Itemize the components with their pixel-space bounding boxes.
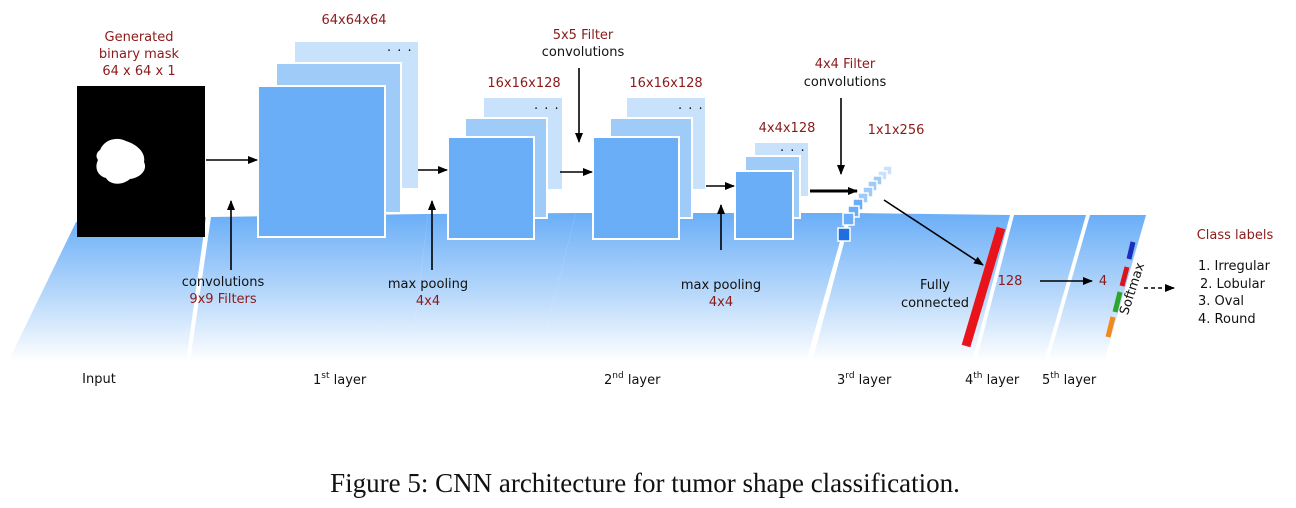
figure-caption: Figure 5: CNN architecture for tumor sha… <box>330 468 960 498</box>
dots-l1: . . . <box>387 40 413 55</box>
floor-layer4 <box>976 215 1086 362</box>
layer-name-3: 3rd layer <box>837 371 892 388</box>
layer-name-4: 4th layer <box>965 371 1020 388</box>
class-label-4: 4. Round <box>1198 312 1256 327</box>
class-labels-title: Class labels <box>1197 228 1274 243</box>
l2-conv-label: convolutions <box>542 45 625 60</box>
pool2-size: 4x4 <box>709 295 733 310</box>
floor-input <box>8 217 206 362</box>
layer-name-1: 1st layer <box>313 371 367 388</box>
softmax-segment-3 <box>1112 291 1123 313</box>
pool2-label: max pooling <box>681 278 761 293</box>
layer-name-2: 2nd layer <box>604 371 661 388</box>
floor-layer5 <box>1048 215 1146 362</box>
fc-label-line1: Fully <box>920 278 950 293</box>
l2-filter-size: 5x5 Filter <box>553 28 614 43</box>
feature-map-l3-front <box>734 170 794 240</box>
output-units: 4 <box>1099 274 1107 289</box>
l1-dims: 64x64x64 <box>321 13 386 28</box>
class-label-3: 3. Oval <box>1198 294 1244 309</box>
tumor-blob <box>96 138 146 184</box>
floor-layer2 <box>538 213 848 362</box>
input-title-line1: Generated <box>105 30 174 45</box>
pool1-size: 4x4 <box>416 294 440 309</box>
softmax-segment-4 <box>1105 316 1116 338</box>
floor-layer2-left <box>410 213 576 362</box>
dots-l3: . . . <box>780 140 806 155</box>
softmax-segment-2 <box>1119 266 1130 287</box>
fc-bar <box>961 226 1006 348</box>
l1-conv-label: convolutions <box>182 275 265 290</box>
pool1-dims: 16x16x128 <box>487 76 560 91</box>
l3-filter-size: 4x4 Filter <box>815 57 876 72</box>
class-label-1: 1. Irregular <box>1198 259 1271 274</box>
layer-name-input: Input <box>82 372 116 387</box>
pool-map-l1-front <box>447 136 535 240</box>
softmax-segment-1 <box>1126 241 1136 260</box>
feature-map-l2-front <box>592 136 680 240</box>
class-label-2: 2. Lobular <box>1200 277 1266 292</box>
floor-layer1 <box>190 214 428 362</box>
arrow-fc-in <box>883 199 984 266</box>
l3-conv-label: convolutions <box>804 75 887 90</box>
input-title-line2: binary mask <box>99 47 180 62</box>
l1-filter-size: 9x9 Filters <box>189 292 257 307</box>
l2-dims: 16x16x128 <box>629 76 702 91</box>
fc-label-line2: connected <box>901 296 969 311</box>
l3-dims: 4x4x128 <box>759 121 816 136</box>
dots-pool1: . . . <box>534 98 560 113</box>
layer-name-5: 5th layer <box>1042 371 1097 388</box>
vector-stack-1x1x256 <box>837 165 893 242</box>
fc-units: 128 <box>998 274 1023 289</box>
input-title-line3: 64 x 64 x 1 <box>102 64 175 79</box>
dots-l2: . . . <box>678 98 704 113</box>
feature-map-l1-front <box>257 85 386 238</box>
pool1-label: max pooling <box>388 277 468 292</box>
l3-out-dims: 1x1x256 <box>868 123 925 138</box>
